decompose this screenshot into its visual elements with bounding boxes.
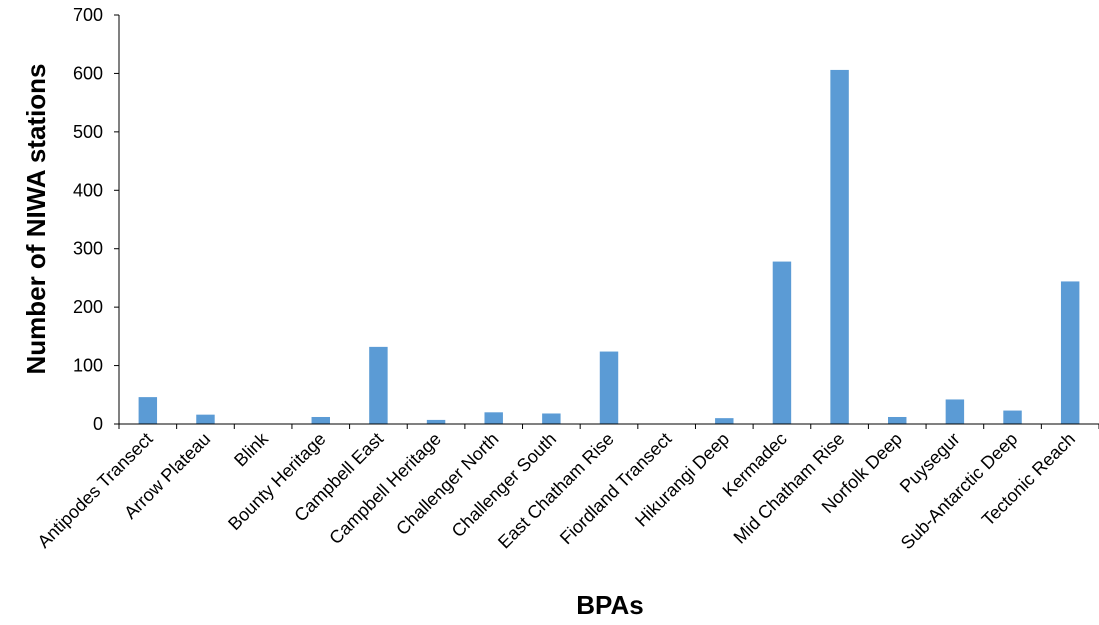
y-tick-label: 200: [73, 297, 103, 317]
x-tick-label: Campbell Heritage: [325, 429, 445, 549]
y-tick-label: 0: [93, 414, 103, 434]
y-tick-label: 600: [73, 63, 103, 83]
bar-challenger-south: [542, 413, 561, 424]
bar-norfolk-deep: [888, 416, 907, 424]
bar-arrow-plateau: [196, 414, 215, 424]
x-tick-label: Challenger North: [392, 429, 502, 539]
y-tick-label: 100: [73, 356, 103, 376]
bar-hikurangi-deep: [715, 418, 734, 424]
y-tick-label: 500: [73, 122, 103, 142]
bar-tectonic-reach: [1060, 281, 1080, 424]
bar-antipodes-transect: [138, 397, 158, 424]
bar-challenger-north: [484, 412, 503, 424]
x-tick-label: Fiordland Transect: [556, 429, 676, 549]
x-tick-label: Blink: [230, 428, 272, 470]
y-axis-title: Number of NIWA stations: [21, 63, 51, 374]
bar-bounty-heritage: [311, 416, 330, 424]
x-tick-label: Bounty Heritage: [224, 429, 329, 534]
y-tick-label: 700: [73, 5, 103, 25]
y-axis: 0 100 200 300 400 500 600 700: [73, 5, 120, 434]
bar-campbell-east: [369, 346, 388, 424]
bar-kermadec: [772, 261, 792, 424]
x-tick-label: Mid Chatham Rise: [730, 429, 849, 548]
bar-mid-chatham-rise: [830, 69, 849, 425]
y-tick-label: 300: [73, 239, 103, 259]
y-tick-label: 400: [73, 180, 103, 200]
x-tick-label: Challenger South: [448, 429, 561, 542]
bar-puysegur: [945, 399, 965, 424]
bar-sub-antarctic-deep: [1003, 410, 1022, 424]
bar-east-chatham-rise: [599, 351, 619, 424]
plot-area: [138, 69, 1080, 425]
x-axis-title: BPAs: [576, 590, 643, 620]
bar-campbell-heritage: [426, 419, 446, 424]
